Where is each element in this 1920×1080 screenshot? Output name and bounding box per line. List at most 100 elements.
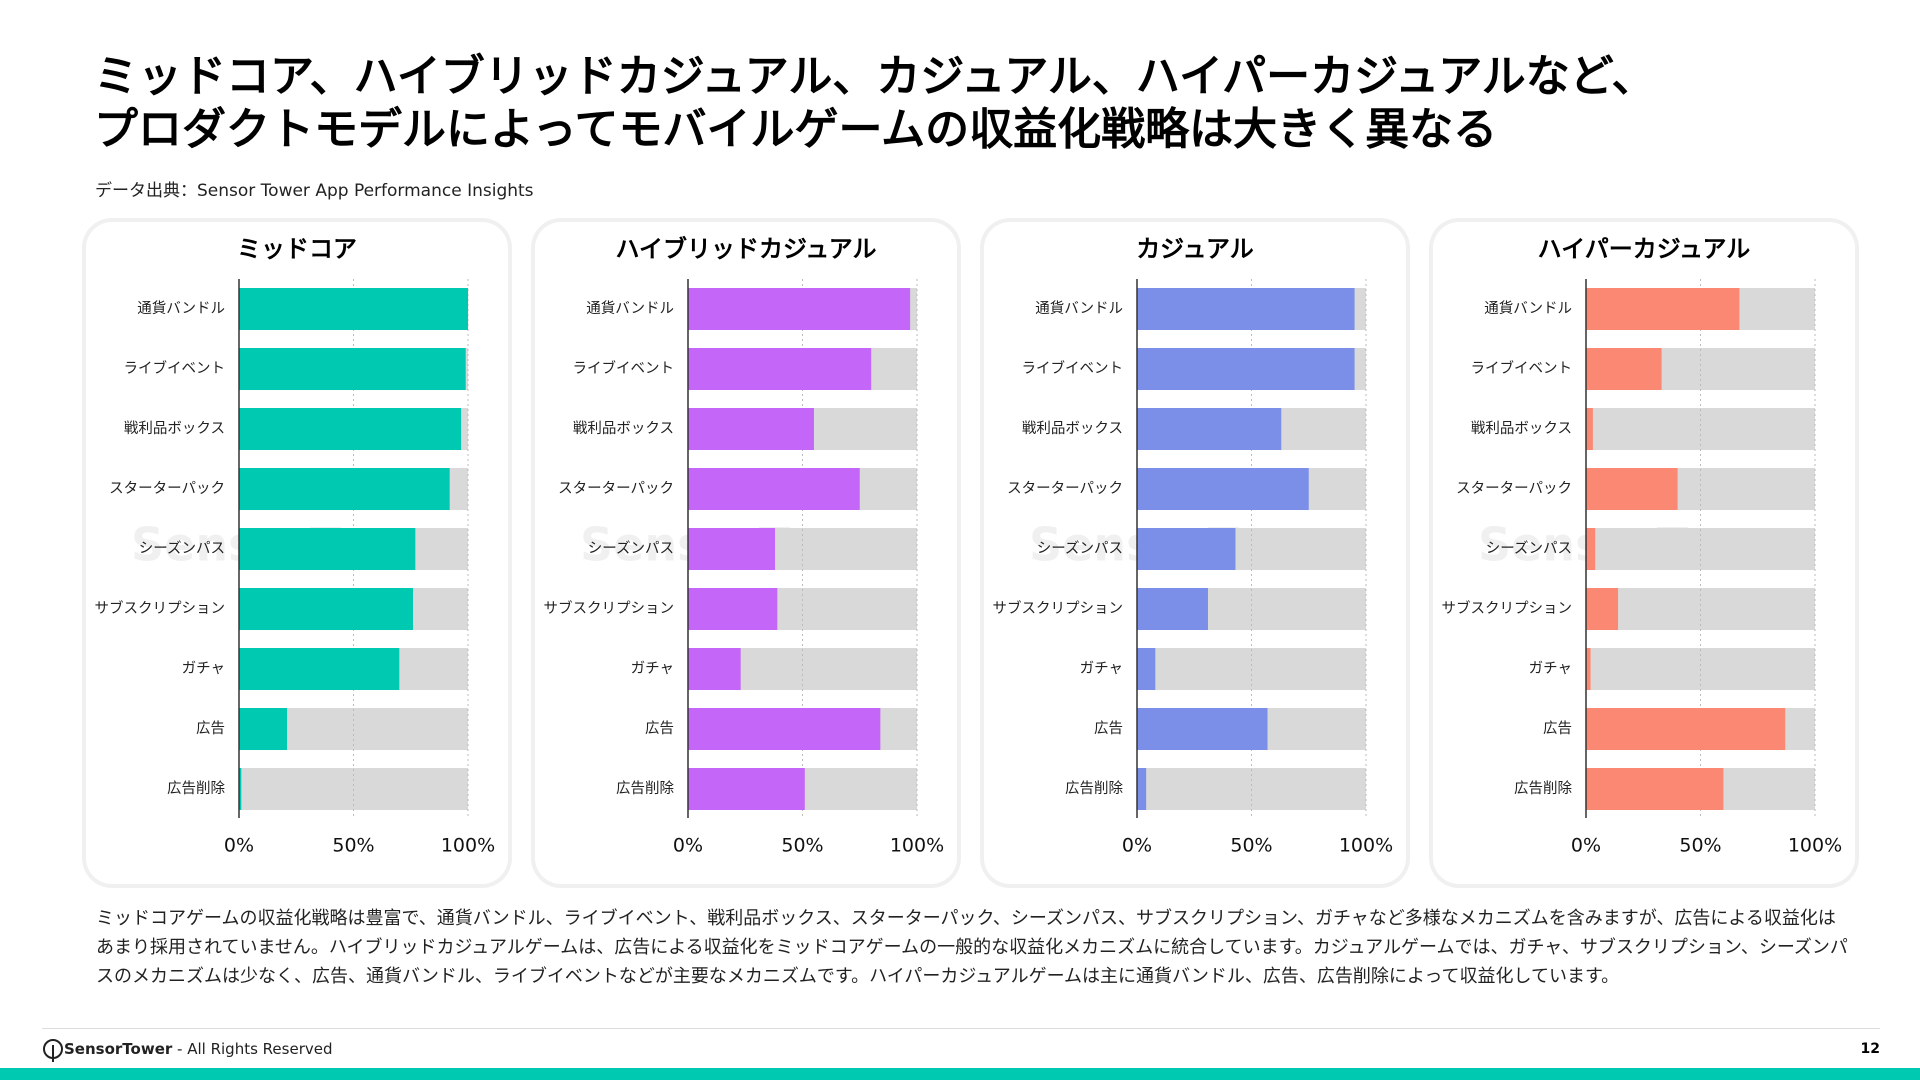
bar (239, 528, 416, 570)
bar (239, 708, 288, 750)
bar (688, 648, 741, 690)
x-tick-label: 50% (1230, 835, 1272, 857)
bar (239, 588, 414, 630)
bar (1586, 528, 1596, 570)
bar (1137, 768, 1147, 810)
bar (1586, 768, 1724, 810)
bar (239, 468, 450, 510)
bar (1586, 588, 1619, 630)
category-label: ライブイベント (1471, 359, 1573, 377)
category-label: 広告 (645, 720, 674, 737)
x-tick-label: 50% (781, 835, 823, 857)
category-label: 広告 (196, 720, 225, 737)
category-label: 広告 (1543, 720, 1572, 737)
category-label: 通貨バンドル (1484, 300, 1572, 317)
category-label: サブスクリプション (95, 599, 226, 617)
page-number: 12 (1860, 1041, 1880, 1057)
category-label: 戦利品ボックス (124, 420, 225, 437)
category-label: 戦利品ボックス (1471, 420, 1572, 437)
title-line: ミッドコア、ハイブリッドカジュアル、カジュアル、ハイパーカジュアルなど、 (94, 51, 1656, 102)
category-label: スターターパック (1456, 480, 1572, 497)
bar (1586, 348, 1662, 390)
title-line: プロダクトモデルによってモバイルゲームの収益化戦略は大きく異なる (94, 104, 1498, 155)
bar (688, 588, 778, 630)
x-tick-label: 100% (890, 835, 944, 857)
category-label: ガチャ (631, 660, 674, 677)
source: データ出典：Sensor Tower App Performance Insig… (95, 181, 534, 201)
category-label: 広告 (1094, 720, 1123, 737)
footer-rule (42, 1028, 1880, 1029)
bar (1586, 468, 1678, 510)
bar (688, 708, 881, 750)
slide-title: ミッドコア、ハイブリッドカジュアル、カジュアル、ハイパーカジュアルなど、 プロダ… (94, 50, 1656, 156)
bar (1137, 408, 1282, 450)
x-tick-label: 50% (332, 835, 374, 857)
category-label: 通貨バンドル (586, 300, 674, 317)
category-label: ガチャ (1529, 660, 1572, 677)
category-label: シーズンパス (1486, 540, 1572, 557)
x-tick-label: 100% (441, 835, 495, 857)
chart-title: カジュアル (1136, 235, 1254, 263)
bar (239, 768, 242, 810)
bar (688, 288, 911, 330)
bar (688, 768, 805, 810)
category-label: スターターパック (558, 480, 674, 497)
bar (688, 528, 776, 570)
category-label: シーズンパス (139, 540, 225, 557)
bar (1137, 348, 1355, 390)
x-tick-label: 100% (1788, 835, 1842, 857)
x-tick-label: 0% (224, 835, 254, 857)
category-label: 戦利品ボックス (573, 420, 674, 437)
x-tick-label: 0% (673, 835, 703, 857)
bar (1137, 528, 1236, 570)
bar (1586, 288, 1740, 330)
category-label: 広告削除 (616, 780, 674, 797)
bar (1586, 408, 1593, 450)
bar (239, 348, 466, 390)
category-label: シーズンパス (1037, 540, 1123, 557)
category-label: シーズンパス (588, 540, 674, 557)
description: ミッドコアゲームの収益化戦略は豊富で、通貨バンドル、ライブイベント、戦利品ボック… (96, 908, 1848, 987)
footer: SensorTower - All Rights Reserved (64, 1040, 333, 1058)
category-label: サブスクリプション (544, 599, 675, 617)
bar (688, 468, 860, 510)
x-tick-label: 0% (1571, 835, 1601, 857)
bar (239, 648, 400, 690)
category-label: 通貨バンドル (1035, 300, 1123, 317)
bar (1586, 708, 1786, 750)
category-label: サブスクリプション (1442, 599, 1573, 617)
category-label: ガチャ (182, 660, 225, 677)
x-tick-label: 50% (1679, 835, 1721, 857)
category-label: ライブイベント (124, 359, 226, 377)
category-label: スターターパック (109, 480, 225, 497)
category-label: 広告削除 (167, 780, 225, 797)
bar (1137, 588, 1208, 630)
bar (1137, 288, 1355, 330)
bar (1586, 648, 1591, 690)
chart-title: ハイパーカジュアル (1538, 235, 1751, 263)
x-tick-label: 0% (1122, 835, 1152, 857)
bar (239, 408, 462, 450)
footer-brand: SensorTower (64, 1040, 173, 1058)
bar (1137, 708, 1268, 750)
x-tick-label: 100% (1339, 835, 1393, 857)
category-label: ライブイベント (1022, 359, 1124, 377)
category-label: 広告削除 (1514, 780, 1572, 797)
bar (688, 408, 814, 450)
bar (688, 348, 872, 390)
chart-title: ハイブリッドカジュアル (615, 235, 876, 263)
bottom-band (0, 1068, 1920, 1080)
category-label: サブスクリプション (993, 599, 1124, 617)
category-label: 広告削除 (1065, 780, 1123, 797)
chart-title: ミッドコア (237, 235, 357, 263)
category-label: スターターパック (1007, 480, 1123, 497)
bar (1137, 648, 1156, 690)
charts: SensorTowerミッドコア通貨バンドルライブイベント戦利品ボックススタータ… (82, 218, 1859, 888)
category-label: 戦利品ボックス (1022, 420, 1123, 437)
bar (1137, 468, 1309, 510)
category-label: ガチャ (1080, 660, 1123, 677)
footer-text: - All Rights Reserved (177, 1040, 333, 1058)
category-label: 通貨バンドル (137, 300, 225, 317)
logo (43, 1039, 63, 1062)
